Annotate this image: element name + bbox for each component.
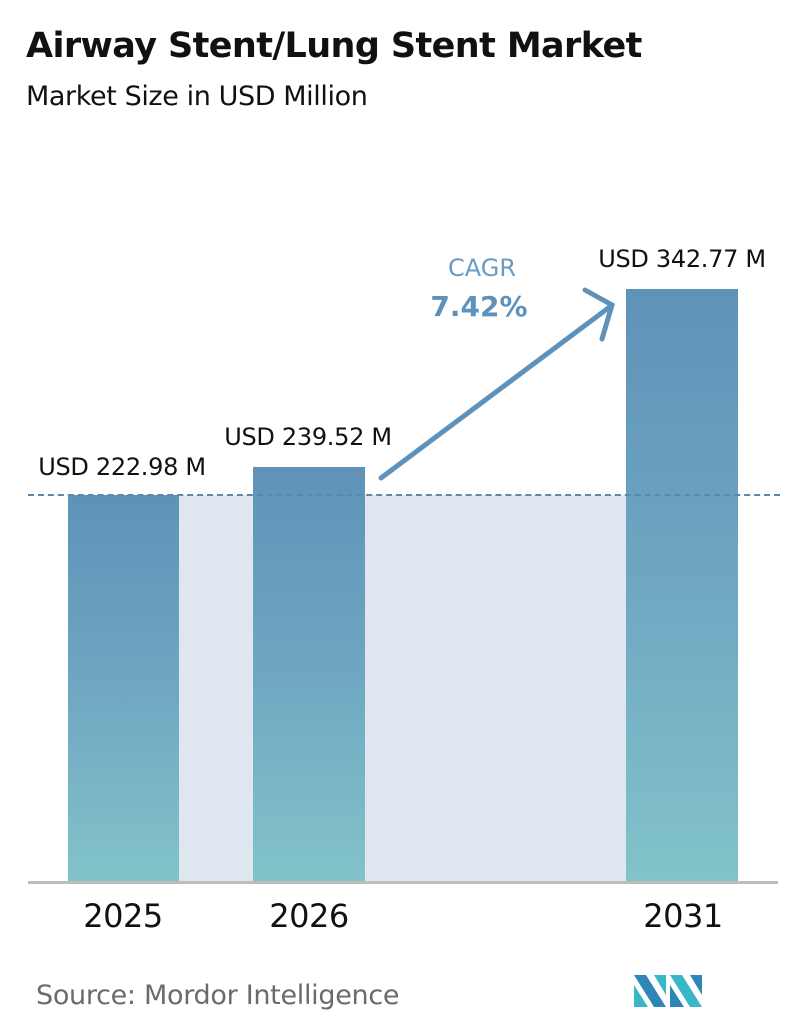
bar-2025 xyxy=(68,495,179,882)
x-label-2031: 2031 xyxy=(643,897,723,935)
mordor-intelligence-logo-icon xyxy=(634,975,702,1007)
chart-title: Airway Stent/Lung Stent Market xyxy=(26,26,642,66)
cagr-value: 7.42% xyxy=(430,290,528,323)
x-axis-line xyxy=(28,881,778,884)
reference-dashed-line xyxy=(28,494,780,496)
value-label-2031: USD 342.77 M xyxy=(598,245,766,273)
chart-subtitle: Market Size in USD Million xyxy=(26,81,368,112)
value-label-2025: USD 222.98 M xyxy=(38,453,206,481)
source-text: Source: Mordor Intelligence xyxy=(36,980,400,1011)
value-label-2026: USD 239.52 M xyxy=(224,423,392,451)
bar-2026 xyxy=(253,467,365,882)
x-label-2025: 2025 xyxy=(83,897,163,935)
x-label-2026: 2026 xyxy=(269,897,349,935)
cagr-label: CAGR xyxy=(447,254,517,282)
bar-2031 xyxy=(626,289,738,882)
